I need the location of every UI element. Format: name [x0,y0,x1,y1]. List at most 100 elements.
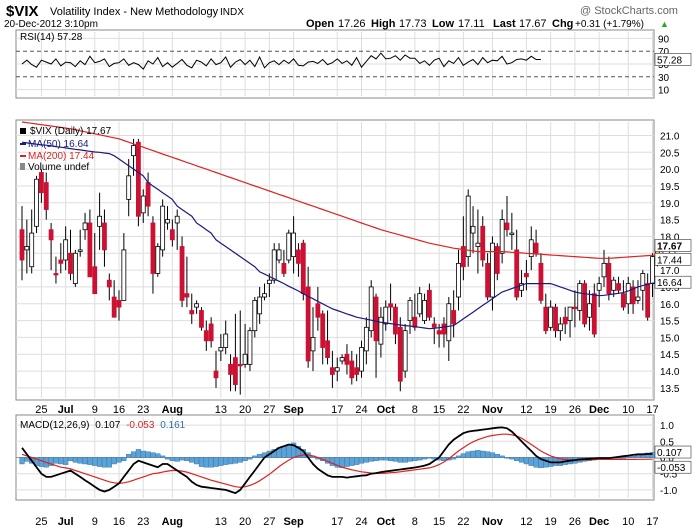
candle-body [19,229,25,261]
x-tick-label-bottom: 19 [545,516,557,528]
x-tick-label: Jul [58,404,74,416]
macd-histogram-bar [140,450,146,458]
exchange: INDX [220,7,244,18]
candle-body [582,283,587,325]
high-value: 17.73 [399,18,427,30]
rsi-layer [21,52,541,70]
candle-body [451,310,457,325]
candle-body [169,229,175,241]
candle-body [82,222,88,231]
last-value: 17.67 [519,18,547,30]
candle-body [606,262,612,295]
candle-body [557,323,563,332]
x-tick-label: 20 [239,404,251,416]
candle-body [417,293,423,315]
candle-body [635,296,641,301]
x-tick-label-bottom: 22 [457,516,469,528]
candle-body [591,293,597,335]
candle-body [135,141,141,217]
x-tick-label-bottom: Oct [377,516,396,528]
macd-histogram-bar [169,457,175,461]
candle-body [596,283,602,291]
macd-tag: 0.107 [657,448,682,459]
macd-histogram-bar [227,457,234,465]
ma200-line [21,121,658,259]
x-tick-label-bottom: 17 [646,516,658,528]
legend-main: $VIX (Daily) 17.67 [30,126,112,137]
macd-histogram-bar [126,454,132,458]
candle-body [126,175,132,200]
candle-body [266,279,272,284]
macd-histogram-bar [189,457,195,463]
x-tick-label-bottom: Aug [162,516,183,528]
macd-histogram-bar [87,457,93,465]
candle-body [368,286,374,332]
x-tick-label-bottom: 15 [433,516,445,528]
candle-body [184,293,190,298]
timestamp: 20-Dec-2012 3:10pm [4,19,98,30]
price-tick-label: 14.5 [660,350,680,361]
macd-histogram-bar [455,455,462,458]
macd-histogram-bar [77,457,83,464]
macd-histogram-bar [96,457,103,467]
candle-body [208,323,214,342]
signal-tag: -0.053 [657,463,686,474]
rsi-line [21,52,541,70]
candle-body [611,279,617,291]
macd-histogram-bar [397,457,403,463]
macd-label: MACD(12,26,9) 0.107 -0.053 0.161 [20,420,186,431]
x-tick-label: 22 [457,404,469,416]
candle-body [499,219,505,254]
candle-body [48,229,54,241]
candle-body [339,357,345,362]
candles-layer [19,138,660,395]
macd-histogram-bar [649,452,656,458]
macd-histogram-bar [130,451,137,458]
x-tick-label: 8 [412,404,418,416]
macd-histogram-bar [460,453,466,458]
macd-histogram-bar [392,457,399,462]
candle-body [232,357,238,385]
candle-body [199,310,204,328]
ma50-tag: 16.64 [657,278,682,289]
x-tick-label-bottom: Jul [58,516,74,528]
macd-histogram-bar [237,457,243,463]
candle-body [645,283,651,318]
price-tick-label: 14.0 [660,367,680,378]
macd-histogram-bar [252,455,258,458]
macd-histogram-bar [504,457,510,459]
candle-body [543,306,549,332]
candle-body [87,222,93,278]
low-value: 17.11 [458,18,485,30]
macd-histogram-bar [383,457,389,461]
candle-body [271,249,277,281]
macd-histogram-bar [635,455,641,458]
rsi-value-tag-box [654,53,692,66]
candle-body [291,232,297,258]
x-tick-label-bottom: Dec [589,516,609,528]
macd-histogram-bar [489,452,496,458]
volume-legend-icon [20,163,25,170]
candle-body [63,239,69,261]
macd-histogram-bar [213,457,219,467]
candle-body [242,353,248,365]
x-tick-label-bottom: 23 [137,516,149,528]
macd-histogram-bar [174,457,180,462]
chg-value: +0.31 (+1.79%) [575,19,644,30]
macd-histogram-bar [625,456,631,458]
x-tick-label-bottom: 26 [569,516,581,528]
main-legend-icon [20,128,26,134]
macd-label-name: MACD(12,26,9) [20,420,89,431]
rsi-tick-label: 70 [658,47,670,58]
x-tick-label-bottom: Nov [482,516,504,528]
candle-body [213,370,219,379]
macd-histogram-bar [485,451,491,458]
high-label: High [371,18,396,30]
candle-body [43,182,49,210]
macd-histogram-bar [620,457,627,459]
x-tick-label: 13 [215,404,227,416]
candle-body [475,242,481,247]
ma50-tag-box [654,275,692,289]
candle-body [625,283,631,305]
candle-body [252,299,258,332]
